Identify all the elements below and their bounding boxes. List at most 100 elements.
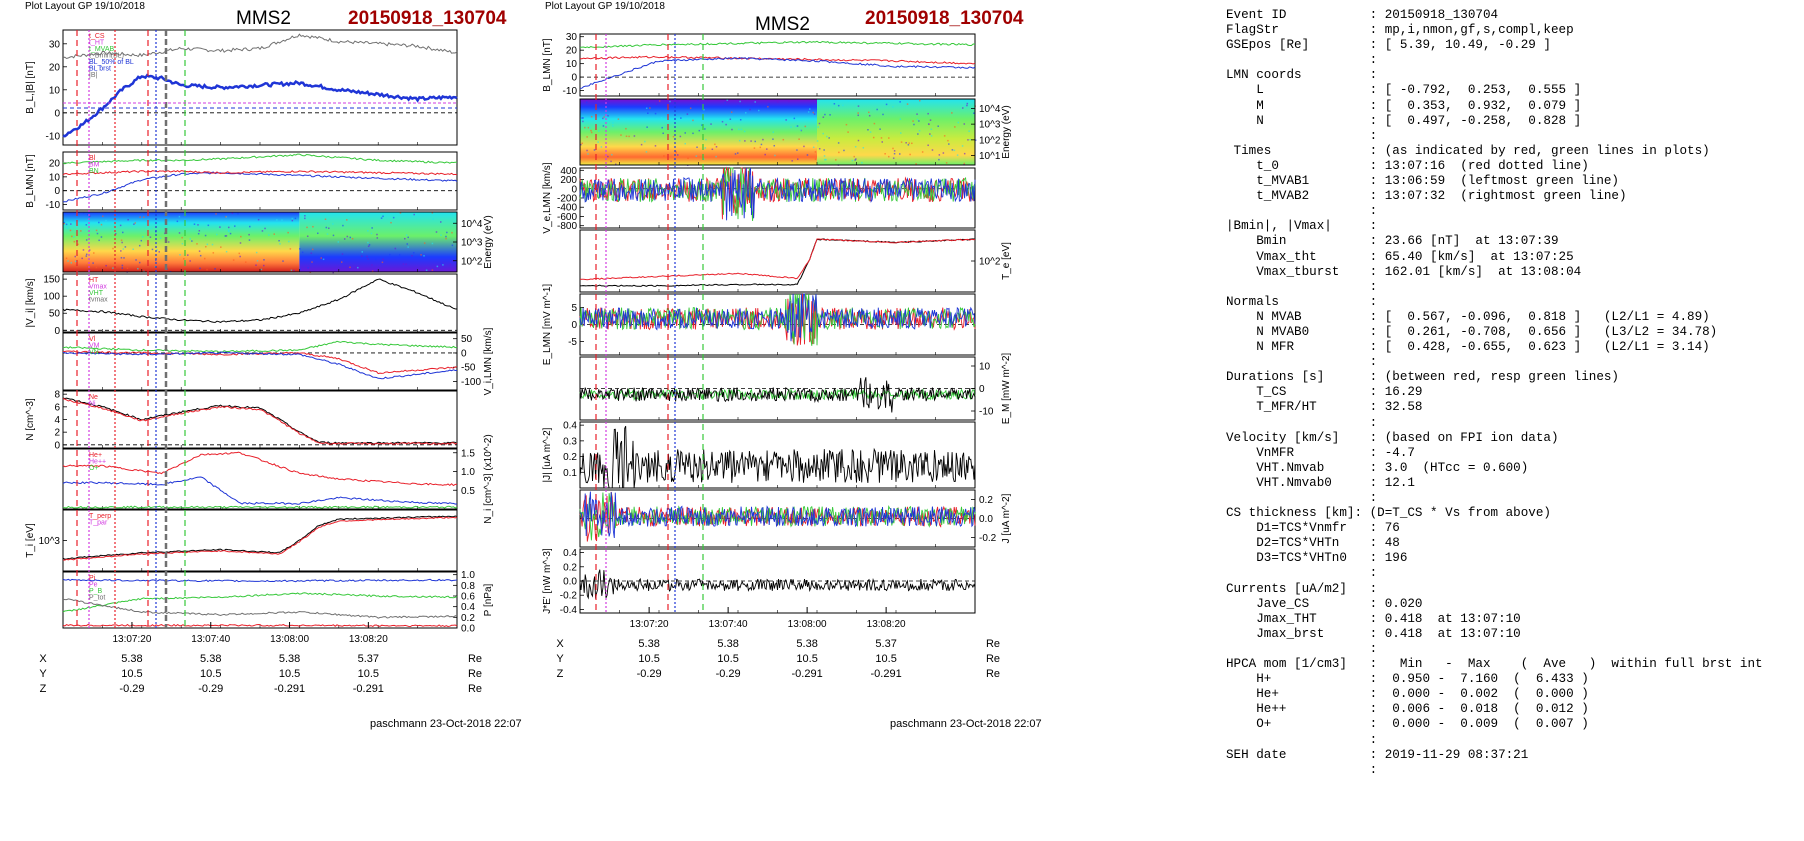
spectrogram-pixel [96, 232, 99, 235]
position-unit: Re [468, 653, 482, 665]
info-line: VHT.Nmvab0 : 12.1 [1226, 475, 1415, 490]
spectrogram-pixel [943, 135, 946, 137]
info-line: M : [ 0.353, 0.932, 0.079 ] [1226, 98, 1582, 113]
spectrogram-pixel [916, 113, 918, 115]
y-tick-label: -0.2 [979, 533, 997, 544]
spectrogram-pixel [312, 225, 314, 228]
info-line: : [1226, 641, 1378, 656]
spectrogram-pixel [255, 264, 257, 266]
spectrogram-pixel [320, 257, 322, 259]
spectrogram-pixel [225, 235, 228, 237]
panel-frame [62, 273, 458, 333]
spectrogram-pixel [740, 128, 743, 131]
position-row-label: Y [556, 653, 564, 665]
spectrogram-pixel [816, 140, 819, 142]
spectrogram-pixel [905, 142, 907, 144]
info-line: Durations [s] : (between red, resp green… [1226, 370, 1619, 385]
spectrogram-pixel [376, 237, 379, 239]
spectrogram-pixel [380, 217, 383, 219]
spectrogram-pixel [85, 253, 88, 256]
spectrogram-pixel [768, 103, 770, 105]
spectrogram-pixel [311, 248, 314, 251]
spectrogram-pixel [276, 219, 278, 221]
position-value: -0.29 [119, 683, 144, 695]
spectrogram-pixel [869, 131, 872, 133]
spectrogram-pixel [879, 128, 881, 130]
spectrogram-pixel [815, 102, 817, 104]
legend-entry: VHT [89, 290, 104, 297]
spectrogram-pixel [686, 113, 689, 115]
je-trace [579, 569, 976, 600]
y-tick-label: 1.5 [461, 448, 475, 459]
y-axis-label: B_L,|B| [nT] [25, 61, 36, 114]
y-tick-label: 10^3 [979, 120, 1001, 131]
spectrogram-pixel [141, 236, 144, 238]
legend-entry: Ni [89, 401, 96, 408]
spectrogram-pixel [382, 258, 384, 261]
event-info-panel: Event ID : 20150918_130704 FlagStr : mp,i… [1226, 8, 1763, 778]
legend-entry: tvmax [89, 297, 108, 304]
spectrogram-pixel [953, 149, 956, 152]
series-line [579, 55, 976, 65]
spectrogram-pixel [86, 264, 88, 267]
spectrogram-pixel [143, 270, 145, 273]
spectrogram-pixel [257, 218, 260, 221]
bl-curve [62, 73, 458, 138]
spectrogram-pixel [121, 267, 124, 269]
spectrogram-pixel [367, 258, 369, 260]
spectrogram-pixel [402, 263, 405, 265]
spectrogram-pixel [82, 249, 85, 251]
spectrogram-pixel [398, 254, 401, 256]
spectrogram-pixel [66, 227, 69, 229]
panel-frame [62, 448, 458, 510]
panel-frame [62, 390, 458, 449]
spectrogram-pixel [793, 117, 796, 120]
right-header-note: Plot Layout GP 19/10/2018 [545, 1, 665, 12]
spectrogram-pixel [625, 127, 627, 130]
info-line: t_MVAB2 : 13:07:32 (rightmost green line… [1226, 189, 1627, 204]
spectrogram-pixel [818, 122, 821, 125]
spectrogram-pixel [181, 236, 183, 239]
spectrogram-pixel [726, 99, 729, 101]
spectrogram-pixel [70, 262, 73, 264]
y-tick-label: 0 [571, 320, 577, 331]
spectrogram-pixel [445, 237, 447, 240]
y-tick-label: 0.8 [461, 581, 475, 592]
spectrogram-pixel [586, 136, 588, 138]
spectrogram-pixel [85, 239, 88, 241]
spectrogram-pixel [620, 134, 622, 136]
position-value: -0.29 [198, 683, 223, 695]
spectrogram-pixel [646, 126, 648, 128]
spectrogram-pixel [332, 223, 334, 225]
spectrogram-pixel [584, 126, 586, 129]
spectrogram-pixel [788, 100, 790, 103]
spectrogram-pixel [590, 115, 593, 118]
spectrogram-pixel [279, 243, 281, 245]
time-tick-label: 13:07:20 [630, 619, 669, 630]
spectrogram-pixel [92, 262, 94, 264]
spectrogram-pixel [138, 244, 141, 247]
legend-entry: t_HT [89, 40, 105, 47]
spectrogram-pixel [796, 125, 799, 127]
spectrogram-pixel [216, 233, 218, 236]
spectrogram-pixel [375, 258, 377, 261]
position-value: 5.38 [638, 638, 659, 650]
spectrogram-pixel [199, 254, 202, 257]
y-axis-label: |V_i| [km/s] [25, 278, 36, 327]
spectrogram-pixel [198, 230, 201, 232]
spectrogram-pixel [229, 232, 232, 235]
spectrogram-pixel [98, 221, 100, 224]
spectrogram-pixel [404, 237, 406, 240]
position-value: 10.5 [200, 668, 221, 680]
spectrogram-pixel [927, 123, 930, 125]
spectrogram-pixel [80, 230, 82, 232]
legend-entry: Vl [89, 336, 96, 343]
info-line: N MVAB : [ 0.567, -0.096, 0.818 ] (L2/L1… [1226, 309, 1710, 324]
y-tick-label: 10^2 [979, 257, 1001, 268]
position-value: -0.291 [871, 668, 902, 680]
spectrogram-pixel [325, 226, 328, 229]
y-tick-label: 10^4 [979, 104, 1001, 115]
e-blue-trace [579, 293, 976, 342]
spectrogram-pixel [85, 224, 88, 226]
spectrogram-pixel [853, 155, 855, 158]
